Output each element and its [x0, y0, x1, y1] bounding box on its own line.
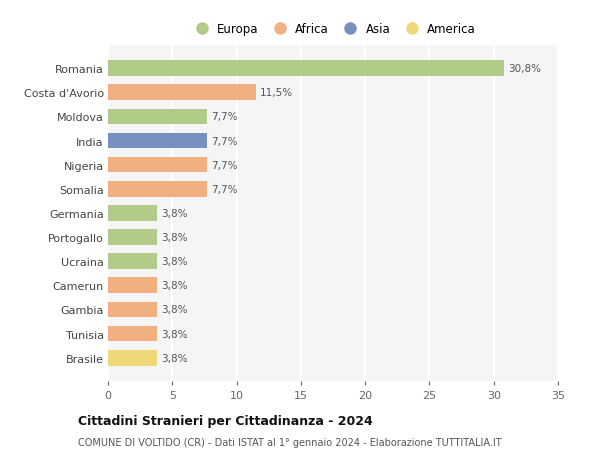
Bar [108, 254, 157, 269]
Bar [108, 109, 207, 125]
Bar [108, 230, 157, 246]
Legend: Europa, Africa, Asia, America: Europa, Africa, Asia, America [185, 18, 481, 41]
Text: 7,7%: 7,7% [211, 136, 238, 146]
Bar [108, 181, 207, 197]
Text: 3,8%: 3,8% [161, 329, 187, 339]
Bar [108, 302, 157, 318]
Text: 7,7%: 7,7% [211, 160, 238, 170]
Bar [108, 206, 157, 221]
Text: 3,8%: 3,8% [161, 305, 187, 315]
Bar [108, 61, 504, 77]
Text: 3,8%: 3,8% [161, 353, 187, 363]
Text: 11,5%: 11,5% [260, 88, 293, 98]
Text: 7,7%: 7,7% [211, 112, 238, 122]
Bar [108, 326, 157, 341]
Bar [108, 85, 256, 101]
Text: 3,8%: 3,8% [161, 208, 187, 218]
Text: 3,8%: 3,8% [161, 233, 187, 242]
Text: 30,8%: 30,8% [508, 64, 541, 74]
Bar [108, 278, 157, 293]
Bar [108, 157, 207, 173]
Text: Cittadini Stranieri per Cittadinanza - 2024: Cittadini Stranieri per Cittadinanza - 2… [78, 414, 373, 428]
Text: COMUNE DI VOLTIDO (CR) - Dati ISTAT al 1° gennaio 2024 - Elaborazione TUTTITALIA: COMUNE DI VOLTIDO (CR) - Dati ISTAT al 1… [78, 437, 502, 447]
Text: 3,8%: 3,8% [161, 257, 187, 267]
Text: 3,8%: 3,8% [161, 281, 187, 291]
Bar [108, 134, 207, 149]
Bar [108, 350, 157, 366]
Text: 7,7%: 7,7% [211, 185, 238, 194]
